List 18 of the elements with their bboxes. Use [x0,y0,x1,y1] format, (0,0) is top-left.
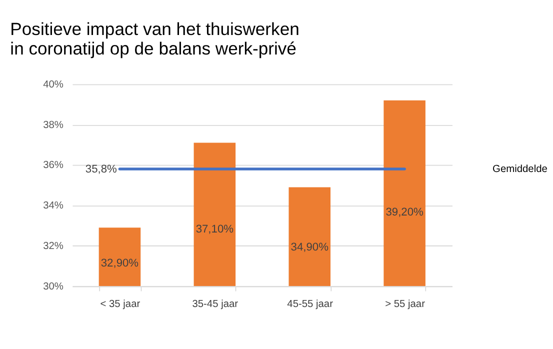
y-tick-label: 38% [43,120,64,131]
y-tick-label: 40% [43,79,64,90]
y-tick-label: 32% [43,241,64,252]
text: Gemiddelde [492,164,548,175]
data-label: 35,8% [85,164,118,176]
y-tick-label: 34% [43,200,64,212]
x-tick-label: < 35 jaar [100,299,141,310]
y-tick-label: 30% [43,281,64,292]
text: Positieve impact van het thuiswerken [10,19,300,40]
data-label: 34,90% [290,241,329,254]
x-tick-label: > 55 jaar [385,299,426,310]
text: in coronatijd op de balans werk-privé [10,38,296,59]
y-tick-label: 36% [43,160,64,172]
data-label: 32,90% [100,257,139,270]
x-tick-label: 35-45 jaar [192,299,239,310]
data-label: 39,20% [386,206,424,219]
data-label: 37,10% [196,224,234,236]
x-tick-label: 45-55 jaar [287,299,334,310]
